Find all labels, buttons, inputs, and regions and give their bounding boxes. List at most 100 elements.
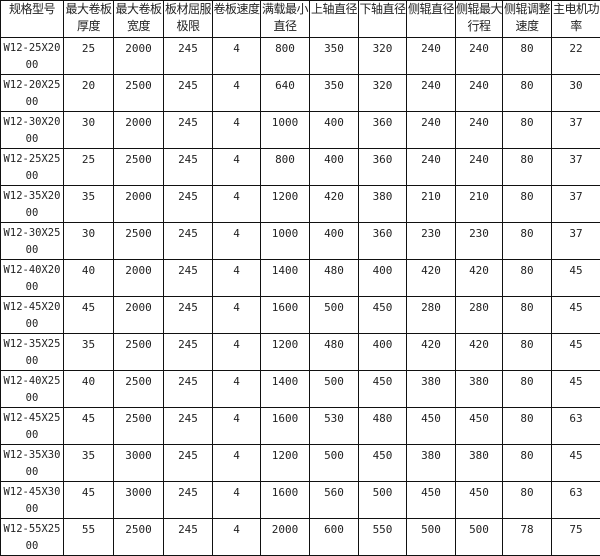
cell-min-diameter: 1200 — [261, 186, 310, 223]
cell-model: W12-25X2500 — [1, 149, 64, 186]
cell-rolling-speed: 4 — [213, 519, 261, 556]
cell-lower-roll-diameter: 400 — [359, 334, 407, 371]
cell-max-width: 2500 — [114, 519, 164, 556]
cell-text: 80 — [503, 149, 551, 168]
cell-max-width: 2000 — [114, 186, 164, 223]
cell-rolling-speed: 4 — [213, 112, 261, 149]
cell-text: 380 — [456, 445, 502, 464]
cell-max-width: 2500 — [114, 334, 164, 371]
cell-text: 45 — [64, 297, 113, 316]
cell-min-diameter: 2000 — [261, 519, 310, 556]
cell-model: W12-30X2500 — [1, 223, 64, 260]
cell-text: 80 — [503, 112, 551, 131]
column-header-upper-roll-diameter: 上轴直径 — [310, 1, 359, 38]
cell-text: 40 — [64, 371, 113, 390]
cell-model: W12-45X3000 — [1, 482, 64, 519]
cell-text: 45 — [552, 371, 600, 390]
cell-side-roll-speed: 80 — [503, 112, 552, 149]
cell-max-thickness: 25 — [64, 38, 114, 75]
cell-text: 4 — [213, 260, 260, 279]
cell-text: 63 — [552, 408, 600, 427]
cell-side-roll-diameter: 240 — [407, 112, 456, 149]
cell-motor-power: 45 — [552, 260, 600, 297]
cell-min-diameter: 1400 — [261, 371, 310, 408]
cell-side-roll-diameter: 230 — [407, 223, 456, 260]
cell-text: W12-45X2500 — [2, 408, 62, 444]
cell-upper-roll-diameter: 560 — [310, 482, 359, 519]
cell-text: 35 — [64, 186, 113, 205]
cell-yield-limit: 245 — [164, 186, 213, 223]
cell-side-roll-travel: 210 — [456, 186, 503, 223]
cell-text: 245 — [164, 186, 212, 205]
cell-text: 245 — [164, 371, 212, 390]
cell-text: 245 — [164, 297, 212, 316]
cell-text: 240 — [456, 38, 502, 57]
cell-text: 1200 — [261, 334, 309, 353]
cell-text: 550 — [359, 519, 406, 538]
cell-text: 4 — [213, 408, 260, 427]
cell-text: W12-45X2000 — [2, 297, 62, 333]
cell-side-roll-travel: 240 — [456, 75, 503, 112]
cell-text: 360 — [359, 149, 406, 168]
cell-text: 37 — [552, 149, 600, 168]
cell-text: 2500 — [114, 334, 163, 353]
cell-text: 20 — [64, 75, 113, 94]
cell-text: 37 — [552, 186, 600, 205]
cell-text: 30 — [64, 112, 113, 131]
cell-rolling-speed: 4 — [213, 334, 261, 371]
cell-yield-limit: 245 — [164, 519, 213, 556]
cell-text: 500 — [359, 482, 406, 501]
cell-text: 800 — [261, 149, 309, 168]
cell-text: 80 — [503, 223, 551, 242]
cell-motor-power: 45 — [552, 371, 600, 408]
cell-motor-power: 45 — [552, 334, 600, 371]
cell-text: 3000 — [114, 445, 163, 464]
cell-lower-roll-diameter: 450 — [359, 371, 407, 408]
cell-text: 2000 — [261, 519, 309, 538]
cell-model: W12-30X2000 — [1, 112, 64, 149]
cell-upper-roll-diameter: 480 — [310, 260, 359, 297]
cell-text: 450 — [359, 297, 406, 316]
cell-min-diameter: 1000 — [261, 223, 310, 260]
cell-lower-roll-diameter: 500 — [359, 482, 407, 519]
cell-text: 4 — [213, 186, 260, 205]
cell-text: 400 — [310, 149, 358, 168]
cell-text: 245 — [164, 334, 212, 353]
cell-model: W12-40X2000 — [1, 260, 64, 297]
column-header-side-roll-speed: 侧辊调整速度 — [503, 1, 552, 38]
cell-upper-roll-diameter: 600 — [310, 519, 359, 556]
cell-text: 2000 — [114, 186, 163, 205]
cell-max-thickness: 35 — [64, 334, 114, 371]
cell-motor-power: 37 — [552, 112, 600, 149]
cell-text: 3000 — [114, 482, 163, 501]
column-header-min-diameter: 满载最小直径 — [261, 1, 310, 38]
cell-side-roll-travel: 240 — [456, 112, 503, 149]
cell-lower-roll-diameter: 360 — [359, 223, 407, 260]
cell-rolling-speed: 4 — [213, 260, 261, 297]
cell-yield-limit: 245 — [164, 223, 213, 260]
cell-rolling-speed: 4 — [213, 149, 261, 186]
cell-text: W12-45X3000 — [2, 482, 62, 518]
cell-side-roll-travel: 380 — [456, 445, 503, 482]
cell-text: 80 — [503, 38, 551, 57]
cell-text: 245 — [164, 260, 212, 279]
cell-text: 210 — [456, 186, 502, 205]
cell-side-roll-travel: 280 — [456, 297, 503, 334]
cell-side-roll-speed: 78 — [503, 519, 552, 556]
cell-text: 4 — [213, 371, 260, 390]
cell-motor-power: 22 — [552, 38, 600, 75]
cell-text: 2500 — [114, 223, 163, 242]
cell-text: 35 — [64, 445, 113, 464]
cell-text: W12-40X2500 — [2, 371, 62, 407]
cell-text: 4 — [213, 149, 260, 168]
cell-text: 245 — [164, 149, 212, 168]
cell-text: 380 — [407, 371, 455, 390]
cell-text: 350 — [310, 38, 358, 57]
cell-text: 500 — [310, 445, 358, 464]
cell-text: 1000 — [261, 112, 309, 131]
cell-text: 480 — [310, 260, 358, 279]
